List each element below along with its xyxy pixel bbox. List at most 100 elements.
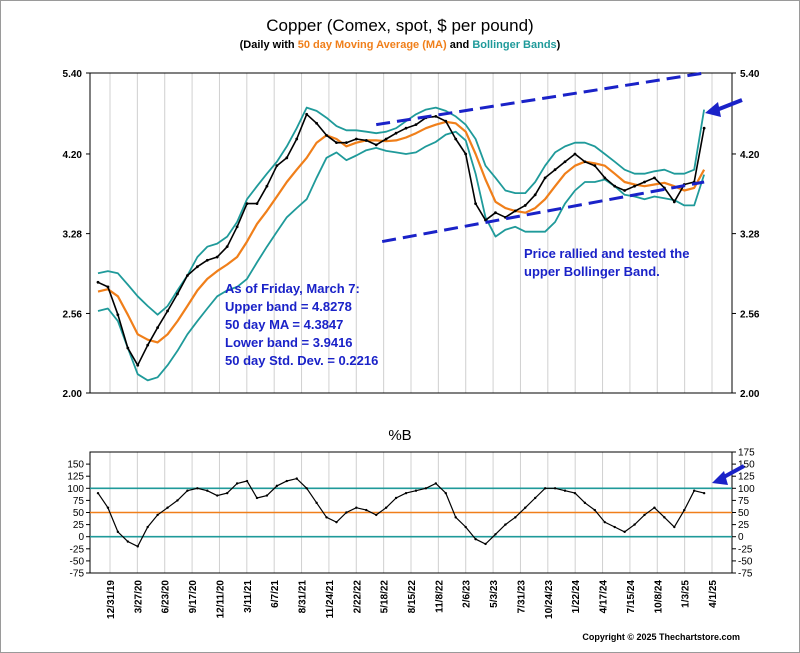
x-tick-label: 1/22/24: [571, 580, 582, 614]
callout-arrow-icon: [705, 98, 743, 117]
stats-line-3: 50 day MA = 4.3847: [225, 317, 343, 332]
copper-price-point: [136, 363, 140, 367]
percent-b-point: [474, 537, 477, 541]
chart-title: Copper (Comex, spot, $ per pound): [266, 16, 534, 35]
copper-price-point: [414, 123, 418, 127]
lower-bollinger-band-line: [97, 130, 705, 382]
percent-b-point: [176, 499, 179, 502]
stats-line-5: 50 day Std. Dev. = 0.2216: [225, 353, 378, 368]
price-y-tick-label: 2.56: [63, 309, 83, 320]
percent-b-point: [603, 520, 606, 524]
percent-b-point: [623, 530, 626, 534]
percent-b-y-tick-label-right: -25: [738, 544, 753, 555]
copper-price-point: [553, 168, 557, 172]
stats-line-2: Upper band = 4.8278: [225, 299, 352, 314]
chart-subtitle: (Daily with 50 day Moving Average (MA) a…: [0, 39, 800, 51]
copper-price-point: [543, 176, 547, 180]
price-y-tick-label-right: 2.56: [740, 309, 760, 320]
percent-b-point: [643, 513, 646, 517]
percent-b-point: [524, 506, 527, 509]
callout-line-1: Price rallied and tested the: [524, 246, 689, 261]
copper-price-point: [345, 141, 348, 145]
copper-price-point: [394, 131, 398, 135]
copper-price-point: [374, 143, 378, 147]
upper-bollinger-band-line: [97, 106, 705, 316]
percent-b-y-tick-label-right: 125: [738, 472, 755, 483]
percent-b-point: [295, 477, 298, 480]
percent-b-y-tick-label-right: 75: [738, 496, 750, 507]
copper-price-point: [285, 156, 289, 160]
percent-b-point: [146, 525, 149, 529]
x-tick-label: 2/22/22: [352, 580, 363, 614]
percent-b-point: [673, 525, 676, 529]
percent-b-y-tick-label: 0: [78, 532, 84, 543]
price-y-tick-label-right: 5.40: [740, 69, 760, 80]
percent-b-arrow-icon: [712, 464, 745, 485]
x-tick-label: 11/24/21: [325, 580, 336, 619]
copper-price-point: [96, 280, 100, 284]
copper-price-point: [235, 225, 239, 229]
percent-b-point: [106, 506, 110, 509]
percent-b-point: [534, 496, 537, 500]
percent-b-y-tick-label: 25: [73, 520, 85, 531]
percent-b-point: [683, 508, 686, 512]
percent-b-point: [494, 533, 497, 536]
copper-price-point: [434, 114, 438, 118]
percent-b-point: [563, 489, 567, 492]
x-tick-label: 7/31/23: [516, 580, 527, 614]
subtitle-ma-label: 50 day Moving Average (MA): [297, 39, 447, 51]
copper-price-point: [672, 200, 676, 204]
price-y-tick-label-right: 4.20: [740, 150, 760, 161]
price-gridlines: [109, 73, 713, 393]
percent-b-point: [702, 491, 706, 495]
percent-b-point: [414, 489, 418, 492]
copper-price-point: [523, 204, 527, 207]
percent-b-point: [196, 487, 199, 490]
copper-price-point: [315, 121, 319, 125]
percent-b-point: [245, 479, 249, 483]
percent-b-point: [424, 487, 428, 490]
x-tick-label: 8/15/22: [407, 580, 418, 614]
copper-price-point: [305, 112, 309, 116]
copper-price-point: [474, 202, 477, 206]
copper-price-point: [255, 202, 259, 206]
percent-b-point: [365, 508, 368, 512]
percent-b-title: %B: [388, 427, 412, 444]
copper-price-point: [106, 285, 110, 289]
x-tick-label: 12/11/20: [215, 580, 226, 619]
copper-price-point: [593, 164, 597, 168]
copper-price-point: [245, 202, 249, 206]
x-tick-label: 6/23/20: [161, 580, 172, 614]
percent-b-series-group: [90, 477, 732, 548]
stats-line-1: As of Friday, March 7:: [225, 281, 360, 296]
copper-price-point: [275, 164, 279, 168]
x-tick-label: 5/18/22: [380, 580, 391, 614]
copper-price-point: [225, 245, 229, 249]
x-axis-ticks: 12/31/19 3/27/20 6/23/20 9/17/20 12/11/20 3/1…: [106, 580, 719, 619]
subtitle-prefix: (Daily with: [239, 39, 298, 51]
percent-b-point: [126, 540, 130, 543]
x-tick-label: 11/8/22: [434, 580, 445, 613]
subtitle-bb-label: Bollinger Bands: [472, 39, 557, 51]
percent-b-point: [663, 516, 666, 519]
copper-price-point: [533, 193, 537, 197]
callout-line-2: upper Bollinger Band.: [524, 264, 660, 279]
percent-b-point: [514, 516, 517, 519]
percent-b-y-tick-label-right: 175: [738, 448, 755, 459]
price-y-tick-label: 4.20: [63, 150, 83, 161]
percent-b-point: [136, 545, 139, 548]
copper-price-line: [97, 113, 705, 367]
percent-b-point: [553, 487, 557, 490]
percent-b-point: [394, 496, 398, 500]
percent-b-point: [583, 501, 587, 505]
copper-price-point: [653, 176, 656, 180]
percent-b-point: [444, 491, 447, 495]
percent-b-point: [235, 482, 239, 485]
copper-price-point: [354, 137, 358, 141]
copper-price-point: [563, 160, 567, 164]
percent-b-point: [434, 482, 438, 485]
copper-price-point: [215, 255, 219, 259]
percent-b-point: [156, 513, 159, 517]
copper-price-point: [702, 126, 706, 130]
